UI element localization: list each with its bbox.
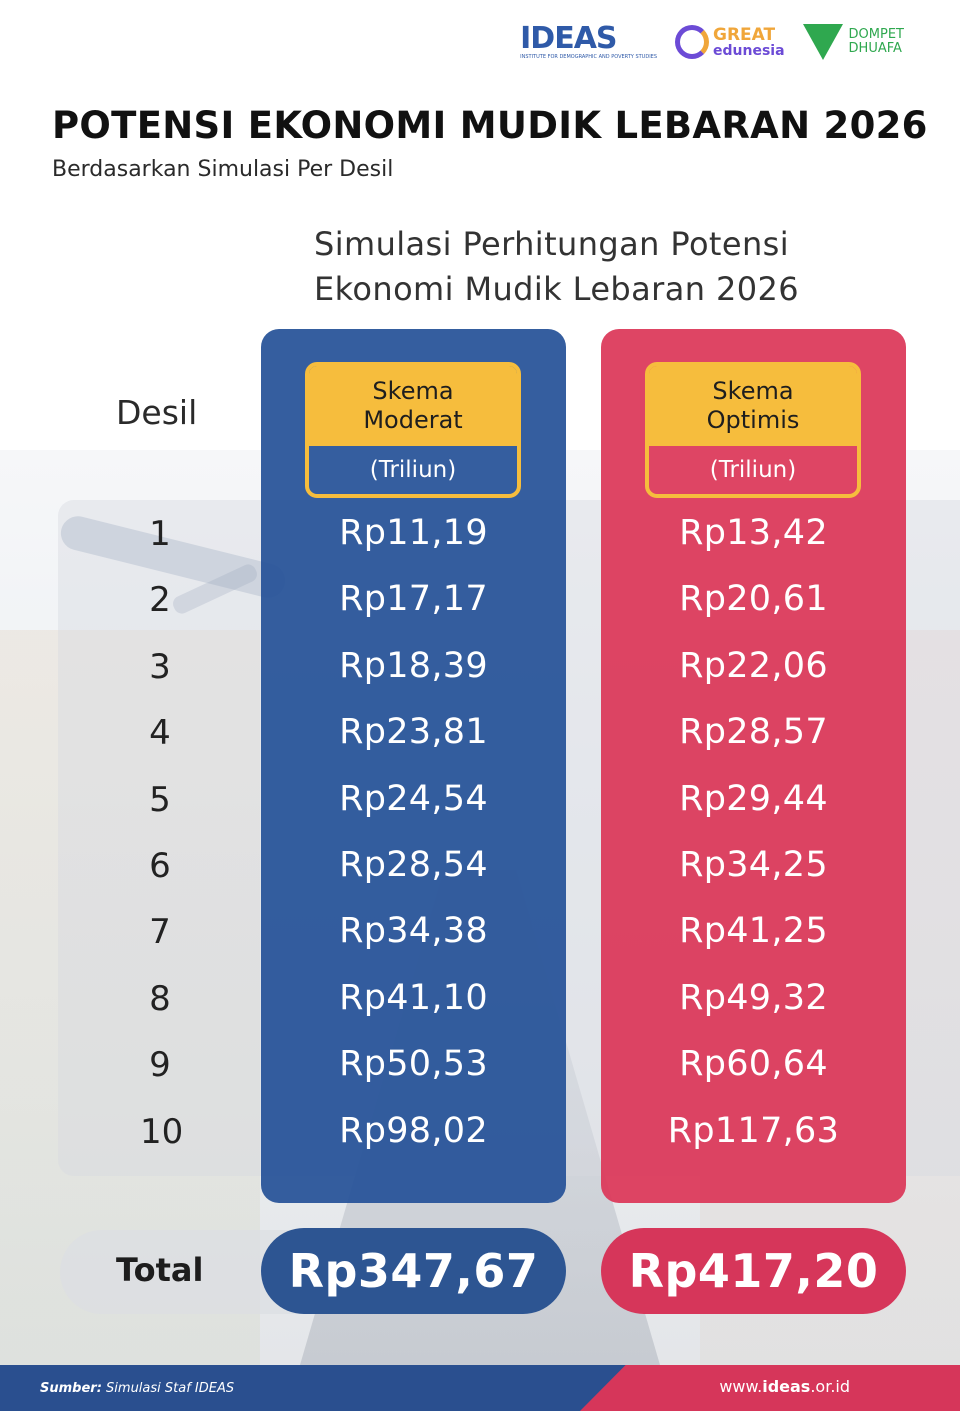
ideas-logo-text: IDEAS [520,21,617,56]
desil-label: 5 [149,780,171,820]
optimis-value-cell: Rp49,32 [679,978,828,1018]
desil-label: 6 [149,846,171,886]
footer-accent [580,1365,960,1411]
dompet-logo-text: DOMPET [848,27,904,43]
optimis-value-cell: Rp34,25 [679,845,828,885]
moderat-header-label: Skema Moderat [309,366,517,446]
great-edunesia-logo: GREAT edunesia [675,25,785,59]
moderat-value-cell: Rp50,53 [339,1044,488,1084]
total-label: Total [116,1251,204,1289]
optimis-value-cell: Rp41,25 [679,911,828,951]
url-prefix: www. [719,1377,763,1396]
great-logo-icon [675,25,710,59]
optimis-value-cell: Rp29,44 [679,779,828,819]
dompet-dhuafa-logo: DOMPET DHUAFA [802,24,904,60]
great-logo-text: GREAT [713,24,776,45]
desil-label: 3 [149,647,171,687]
url-suffix: .or.id [810,1377,850,1396]
moderat-value-cell: Rp98,02 [339,1111,488,1151]
source-note: Sumber: Simulasi Staf IDEAS [40,1381,234,1396]
chart-title: Simulasi Perhitungan Potensi Ekonomi Mud… [314,225,800,308]
source-label: Sumber: [40,1381,102,1396]
url-domain: ideas [762,1377,811,1396]
moderat-value-cell: Rp24,54 [339,779,488,819]
moderat-header-badge: Skema Moderat (Triliun) [305,362,521,498]
footer-bar: Sumber: Simulasi Staf IDEAS www.ideas.or… [0,1365,960,1411]
moderat-value-cell: Rp18,39 [339,646,488,686]
moderat-column: Skema Moderat (Triliun) [261,329,566,1203]
desil-column-header: Desil [116,393,198,432]
desil-label: 8 [149,979,171,1019]
desil-label: 7 [149,912,171,952]
desil-label: 10 [140,1112,184,1152]
optimis-unit-label: (Triliun) [709,457,797,483]
optimis-value-cell: Rp60,64 [679,1044,828,1084]
moderat-value-cell: Rp41,10 [339,978,488,1018]
page-title: POTENSI EKONOMI MUDIK LEBARAN 2026 [52,104,928,147]
optimis-header-label: Skema Optimis [649,366,857,446]
optimis-value-cell: Rp22,06 [679,646,828,686]
dhuafa-logo-text: DHUAFA [848,41,902,56]
page-subtitle: Berdasarkan Simulasi Per Desil [52,157,394,182]
moderat-total-pill: Rp347,67 [261,1228,566,1314]
website-link[interactable]: www.ideas.or.id [719,1377,850,1396]
dompet-dhuafa-icon [802,24,843,60]
moderat-value-cell: Rp23,81 [339,712,488,752]
logo-bar: IDEAS INSTITUTE FOR DEMOGRAPHIC AND POVE… [520,24,904,60]
optimis-value-cell: Rp13,42 [679,513,828,553]
optimis-value-cell: Rp28,57 [679,712,828,752]
moderat-value-cell: Rp11,19 [339,513,488,553]
desil-label: 1 [149,514,171,554]
moderat-unit-label: (Triliun) [369,457,457,483]
desil-label: 9 [149,1045,171,1085]
ideas-logo-subtext: INSTITUTE FOR DEMOGRAPHIC AND POVERTY ST… [520,54,658,60]
moderat-value-cell: Rp28,54 [339,845,488,885]
optimis-value-cell: Rp20,61 [679,579,828,619]
optimis-value-cell: Rp117,63 [667,1111,840,1151]
moderat-value-cell: Rp17,17 [339,579,488,619]
desil-label: 2 [149,580,171,620]
optimis-total-pill: Rp417,20 [601,1228,906,1314]
moderat-value-cell: Rp34,38 [339,911,488,951]
optimis-header-badge: Skema Optimis (Triliun) [645,362,861,498]
ideas-logo: IDEAS INSTITUTE FOR DEMOGRAPHIC AND POVE… [520,24,657,60]
edunesia-logo-text: edunesia [713,42,785,59]
optimis-column: Skema Optimis (Triliun) [601,329,906,1203]
desil-label: 4 [149,713,171,753]
source-text: Simulasi Staf IDEAS [101,1381,235,1396]
